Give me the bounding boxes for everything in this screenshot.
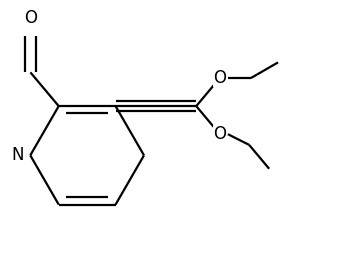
Text: N: N [11,146,24,164]
Text: O: O [213,69,226,87]
Text: O: O [213,125,226,143]
Text: O: O [24,8,37,27]
